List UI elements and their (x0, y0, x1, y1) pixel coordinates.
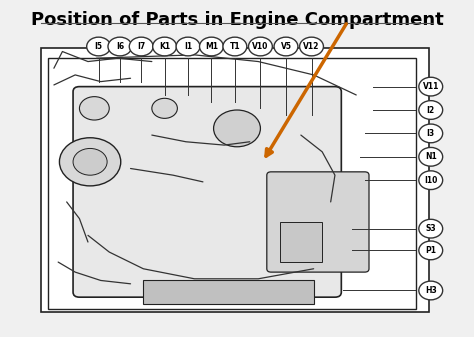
Text: P1: P1 (425, 246, 436, 255)
Text: T1: T1 (229, 42, 240, 51)
Circle shape (274, 37, 298, 56)
Circle shape (419, 101, 443, 119)
Circle shape (419, 171, 443, 189)
Circle shape (223, 37, 247, 56)
Text: H3: H3 (425, 286, 437, 295)
Circle shape (59, 138, 121, 186)
Text: V10: V10 (252, 42, 269, 51)
Text: I7: I7 (137, 42, 146, 51)
Text: I10: I10 (424, 176, 438, 185)
Text: V5: V5 (281, 42, 292, 51)
Circle shape (87, 37, 110, 56)
Text: I3: I3 (427, 129, 435, 138)
Text: I1: I1 (184, 42, 192, 51)
Text: I2: I2 (427, 105, 435, 115)
Circle shape (152, 98, 177, 118)
Text: I6: I6 (116, 42, 124, 51)
Circle shape (129, 37, 153, 56)
Text: K1: K1 (159, 42, 170, 51)
Text: S3: S3 (426, 224, 436, 233)
Text: Position of Parts in Engine Compartment: Position of Parts in Engine Compartment (31, 11, 443, 29)
Circle shape (73, 148, 107, 175)
Circle shape (214, 110, 260, 147)
Circle shape (80, 97, 109, 120)
FancyBboxPatch shape (41, 48, 428, 312)
Circle shape (419, 124, 443, 143)
Text: V12: V12 (303, 42, 319, 51)
Circle shape (419, 77, 443, 96)
Circle shape (248, 37, 273, 56)
FancyBboxPatch shape (73, 87, 341, 297)
Circle shape (300, 37, 323, 56)
FancyBboxPatch shape (280, 222, 322, 262)
Circle shape (108, 37, 132, 56)
Circle shape (419, 148, 443, 166)
Text: M1: M1 (205, 42, 218, 51)
Circle shape (419, 219, 443, 238)
Circle shape (153, 37, 176, 56)
Circle shape (200, 37, 223, 56)
FancyBboxPatch shape (143, 280, 314, 304)
Text: V11: V11 (422, 82, 439, 91)
Text: N1: N1 (425, 152, 437, 161)
Text: I5: I5 (95, 42, 102, 51)
FancyBboxPatch shape (267, 172, 369, 272)
Circle shape (419, 281, 443, 300)
Circle shape (176, 37, 200, 56)
Circle shape (419, 241, 443, 260)
